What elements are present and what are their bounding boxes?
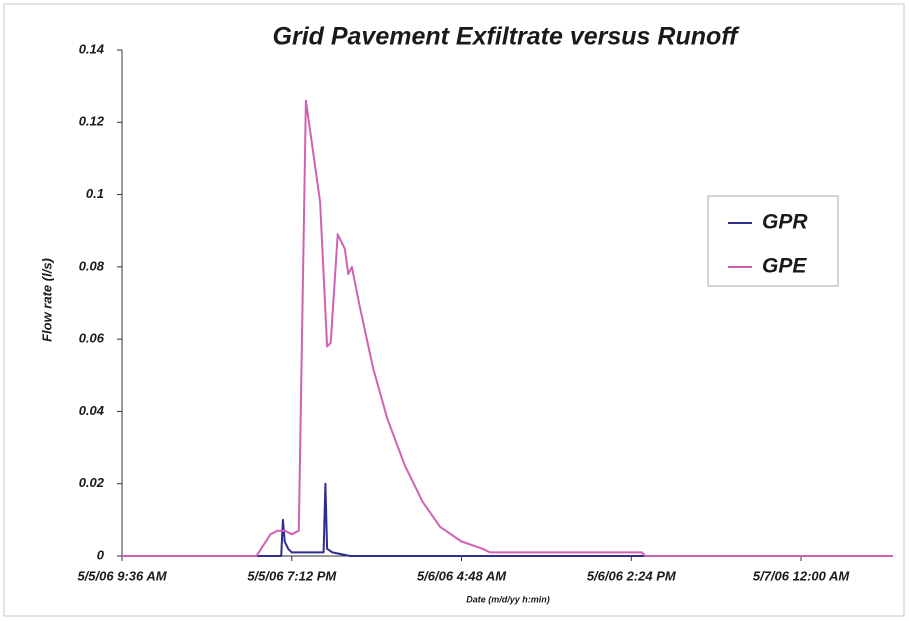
legend-label: GPE	[762, 255, 807, 278]
x-tick-label: 5/7/06 12:00 AM	[753, 568, 851, 583]
x-tick-label: 5/6/06 4:48 AM	[417, 568, 507, 583]
x-tick-label: 5/6/06 2:24 PM	[587, 568, 677, 583]
chart-title: Grid Pavement Exfiltrate versus Runoff	[273, 23, 741, 51]
x-axis-label: Date (m/d/yy h:min)	[466, 594, 550, 604]
y-tick-label: 0.1	[86, 186, 104, 201]
y-axis-label: Flow rate (l/s)	[39, 258, 54, 342]
y-tick-label: 0.06	[79, 331, 105, 346]
legend-label: GPR	[762, 211, 808, 234]
legend	[707, 195, 839, 287]
y-tick-label: 0.02	[79, 475, 105, 490]
y-tick-label: 0	[97, 547, 105, 562]
chart-frame	[3, 3, 905, 617]
y-tick-label: 0.04	[79, 403, 105, 418]
y-tick-label: 0.14	[79, 41, 105, 56]
y-tick-label: 0.08	[79, 258, 105, 273]
x-tick-label: 5/5/06 7:12 PM	[247, 568, 337, 583]
data-line	[122, 99, 893, 557]
x-tick-label: 5/5/06 9:36 AM	[77, 568, 167, 583]
data-line	[122, 482, 893, 557]
y-tick-label: 0.12	[79, 114, 105, 129]
